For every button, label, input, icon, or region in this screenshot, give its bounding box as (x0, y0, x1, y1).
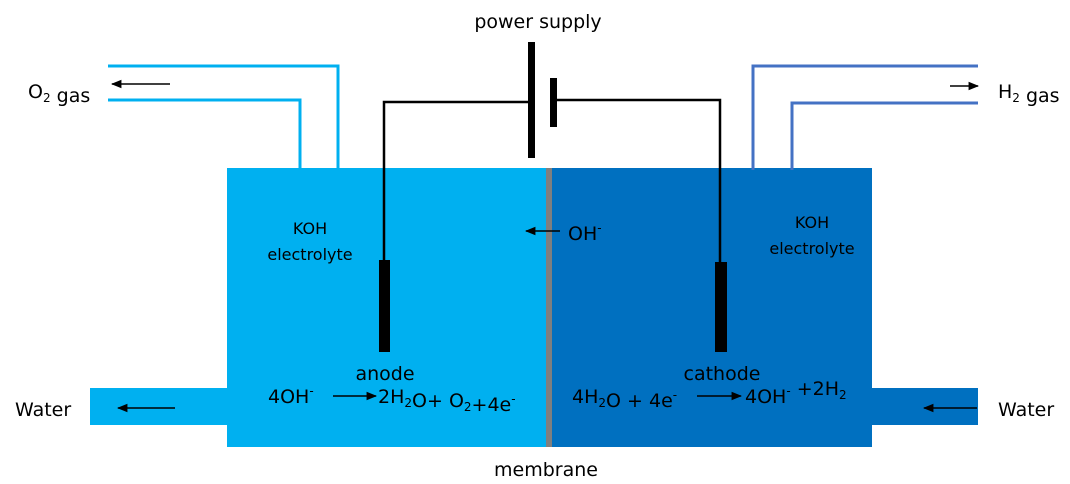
text-part: H (998, 81, 1012, 103)
cathode-chamber (551, 168, 872, 447)
text-part: - (673, 388, 677, 402)
text-part: gas (51, 85, 91, 107)
h2-pipe-inner (790, 101, 978, 170)
label: KOH (293, 219, 327, 238)
label: power supply (474, 11, 601, 33)
rich-label: 4OH- (268, 384, 314, 408)
text-part: 2 (1012, 91, 1020, 105)
rich-label: H2 gas (998, 81, 1060, 107)
text-part: - (309, 384, 313, 398)
text-part: O (28, 81, 43, 103)
rich-label: O2 gas (28, 81, 90, 107)
rich-label: 4OH- +2H2 (745, 378, 847, 408)
text-part: gas (1020, 85, 1060, 107)
text-part: - (786, 384, 790, 398)
label: electrolyte (267, 245, 352, 264)
text-part: O+ O (412, 390, 464, 412)
text-part: 2 (404, 396, 412, 410)
text-part: 2 (839, 388, 847, 402)
text-part: 2 (464, 400, 472, 414)
text-part: +4e (472, 394, 512, 416)
label: membrane (494, 459, 598, 481)
rich-label: 2H2O+ O2+4e- (378, 386, 516, 416)
text-part: 2H (378, 386, 404, 408)
cathode-electrode (715, 262, 727, 352)
battery-plate-short (550, 78, 557, 127)
water-pipe-left (90, 388, 230, 425)
text-part: OH (568, 223, 597, 245)
text-part: 2 (598, 396, 606, 410)
anode-electrode (379, 260, 390, 352)
label: electrolyte (769, 239, 854, 258)
label: KOH (795, 213, 829, 232)
text-part: +2H (791, 378, 839, 400)
wire-right (556, 98, 722, 264)
label: cathode (684, 363, 761, 385)
wire-left (382, 100, 531, 262)
text-part: - (511, 392, 515, 406)
text-part: 4OH (745, 386, 786, 408)
o2-pipe-outer (108, 64, 340, 170)
o2-pipe-inner (108, 98, 302, 170)
text-part: O + 4e (606, 390, 673, 412)
text-part: 2 (43, 91, 51, 105)
battery-plate-long (528, 42, 535, 158)
label: Water (998, 399, 1054, 421)
label: anode (355, 363, 414, 385)
rich-label: OH- (568, 221, 602, 245)
rich-label: 4H2O + 4e- (572, 386, 677, 412)
text-part: 4OH (268, 386, 309, 408)
membrane-wall (546, 168, 552, 447)
text-part: 4H (572, 386, 598, 408)
h2-pipe-outer (751, 64, 978, 170)
label: Water (15, 399, 71, 421)
water-pipe-right (870, 388, 978, 425)
text-part: - (597, 221, 601, 235)
